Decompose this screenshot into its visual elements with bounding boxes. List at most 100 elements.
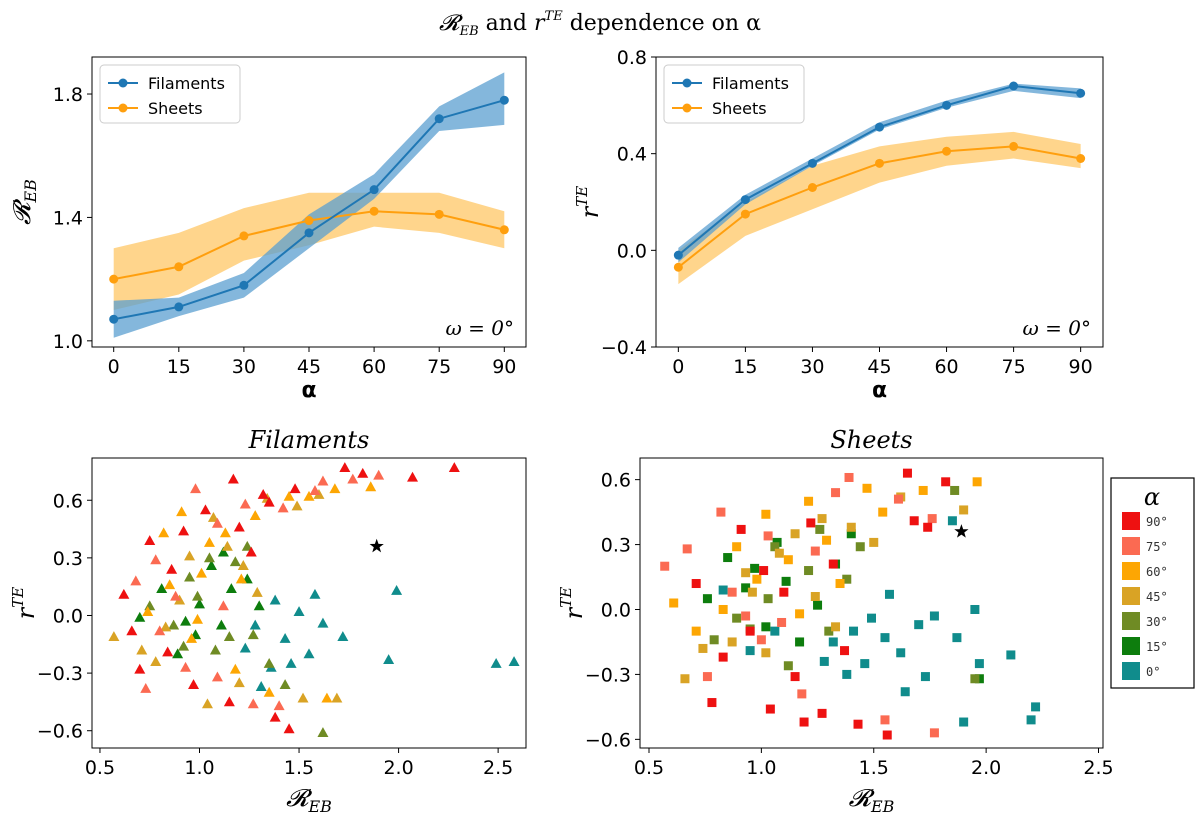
- bottom-right-point-alpha-15: [723, 553, 733, 563]
- bottom-right-point-alpha-75: [844, 472, 854, 482]
- bottom-left-point-alpha-0: [269, 594, 281, 605]
- bottom-right-point-alpha-90: [840, 646, 850, 656]
- top-left-xtick-label: 15: [167, 356, 191, 378]
- bottom-right-point-alpha-0: [900, 687, 910, 697]
- bottom-right-ylabel: rTE: [557, 587, 588, 619]
- bottom-left-point-alpha-15: [172, 648, 184, 659]
- bottom-right-point-alpha-45: [817, 514, 827, 524]
- bottom-right-point-alpha-90: [779, 587, 789, 597]
- bottom-right-point-alpha-90: [759, 566, 769, 576]
- top-left-point-sheets: [304, 216, 314, 226]
- bottom-left-point-alpha-30: [241, 540, 253, 551]
- top-left-point-filaments: [499, 95, 509, 105]
- bottom-right-xtick-label: 1.0: [746, 757, 776, 779]
- bottom-left-point-alpha-90: [257, 488, 269, 499]
- bottom-right-point-alpha-45: [761, 648, 771, 658]
- bottom-left-xtick-label: 0.5: [85, 757, 115, 779]
- bottom-right-point-alpha-60: [691, 626, 701, 636]
- bottom-left-point-alpha-0: [303, 648, 315, 659]
- alpha-legend-label-30: 30°: [1146, 615, 1168, 629]
- top-right-xtick-label: 90: [1069, 356, 1093, 378]
- bottom-left-point-alpha-15: [180, 615, 192, 626]
- bottom-left-point-alpha-90: [188, 679, 200, 690]
- bottom-right-point-alpha-30: [770, 542, 780, 552]
- bottom-left-point-alpha-45: [201, 698, 213, 709]
- bottom-left-point-alpha-60: [195, 567, 207, 578]
- bottom-left-point-alpha-90: [245, 546, 257, 557]
- bottom-left-point-alpha-30: [279, 679, 291, 690]
- bottom-left-point-alpha-90: [223, 696, 235, 707]
- bottom-left-point-alpha-30: [247, 629, 259, 640]
- bottom-right-point-alpha-75: [763, 531, 773, 541]
- bottom-right-point-alpha-75: [831, 488, 841, 498]
- bottom-left-xlabel: 𝓡EB: [286, 784, 332, 816]
- bottom-right-point-alpha-0: [770, 626, 780, 636]
- bottom-left-point-alpha-75: [211, 517, 223, 528]
- bottom-left-point-alpha-90: [162, 646, 174, 657]
- bottom-right-xtick-label: 2.0: [971, 757, 1001, 779]
- bottom-left-point-alpha-90: [118, 588, 130, 599]
- bottom-right-point-alpha-75: [777, 617, 787, 627]
- alpha-legend-swatch-30: [1122, 612, 1140, 630]
- bottom-left-frame: [91, 457, 527, 749]
- top-right-point-filaments: [1009, 81, 1019, 91]
- top-left-ytick-label: 1.4: [53, 207, 83, 229]
- bottom-left-point-alpha-75: [170, 590, 182, 601]
- bottom-right-point-alpha-15: [750, 563, 760, 573]
- bottom-left-point-alpha-75: [211, 671, 223, 682]
- bottom-left-point-alpha-75: [239, 498, 251, 509]
- top-left-xtick-label: 45: [297, 356, 321, 378]
- bottom-left-point-alpha-15: [134, 611, 146, 622]
- top-left-xtick-label: 90: [492, 356, 516, 378]
- bottom-right-xtick-label: 2.5: [1083, 757, 1113, 779]
- bottom-right-point-alpha-30: [815, 524, 825, 534]
- bottom-right-point-alpha-0: [828, 637, 838, 647]
- bottom-left-point-alpha-75: [317, 475, 329, 486]
- bottom-left-point-alpha-60: [303, 490, 315, 501]
- bottom-right-point-alpha-75: [927, 514, 937, 524]
- bottom-right-point-alpha-45: [790, 529, 800, 539]
- bottom-left-point-alpha-0: [255, 681, 267, 691]
- bottom-left-xtick-label: 1.5: [284, 757, 314, 779]
- bottom-right-point-alpha-30: [842, 574, 852, 584]
- bottom-left-point-alpha-0: [490, 657, 502, 668]
- bottom-left-point-alpha-60: [142, 606, 154, 617]
- bottom-left-point-alpha-75: [217, 600, 229, 611]
- top-right-point-filaments: [673, 250, 683, 260]
- bottom-left-ytick-label: 0.0: [53, 605, 83, 627]
- bottom-right-point-alpha-0: [819, 656, 829, 666]
- top-right-legend-label: Filaments: [712, 74, 789, 93]
- bottom-left-point-alpha-15: [253, 600, 265, 611]
- bottom-right-point-alpha-75: [880, 715, 890, 725]
- bottom-right-point-alpha-45: [869, 537, 879, 547]
- top-right-xtick-label: 45: [867, 356, 891, 378]
- bottom-right-point-alpha-60: [878, 507, 888, 517]
- bottom-left-point-alpha-0: [508, 656, 520, 666]
- bottom-left-point-alpha-60: [365, 481, 377, 492]
- alpha-legend-swatch-15: [1122, 637, 1140, 655]
- alpha-legend-label-60: 60°: [1146, 565, 1168, 579]
- bottom-right-point-alpha-15: [702, 594, 712, 604]
- bottom-right-point-alpha-90: [745, 626, 755, 636]
- bottom-right-point-alpha-30: [855, 542, 865, 552]
- bottom-left-point-alpha-0: [279, 633, 291, 643]
- bottom-right-point-alpha-90: [718, 652, 728, 662]
- bottom-left-point-alpha-45: [237, 560, 249, 570]
- alpha-color-legend: α 90° 75° 60° 45° 30° 15° 0°: [1110, 477, 1195, 689]
- bottom-right-point-alpha-45: [959, 505, 969, 515]
- bottom-left-point-alpha-30: [178, 640, 190, 651]
- bottom-left-point-alpha-75: [180, 661, 192, 672]
- bottom-left-point-alpha-75: [309, 485, 321, 496]
- top-right-point-filaments: [1076, 88, 1086, 98]
- top-right-legend-marker: [682, 78, 692, 88]
- bottom-right-point-alpha-0: [849, 626, 859, 636]
- bottom-right-point-alpha-45: [727, 637, 737, 647]
- bottom-right-ytick-label: −0.3: [585, 664, 631, 686]
- top-left-point-filaments: [174, 302, 184, 312]
- bottom-left-point-alpha-45: [331, 692, 343, 703]
- top-left-xtick-label: 0: [108, 356, 120, 378]
- bottom-left-point-alpha-60: [229, 663, 241, 674]
- bottom-right-point-alpha-90: [828, 559, 838, 569]
- top-right-point-filaments: [740, 195, 750, 205]
- top-left-legend-marker: [118, 103, 128, 113]
